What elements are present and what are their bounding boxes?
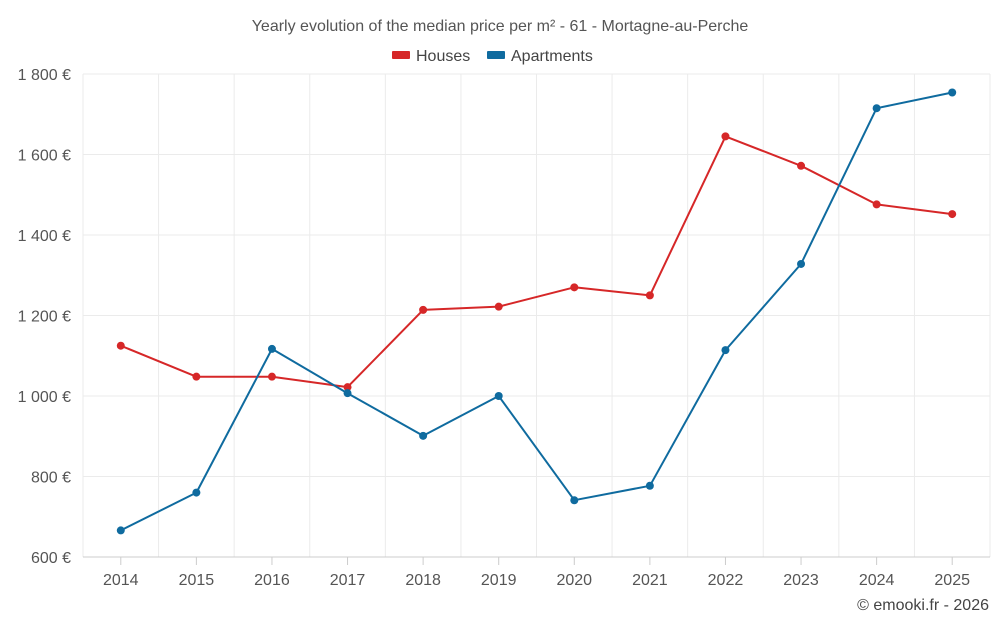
series-line-houses bbox=[119, 135, 954, 389]
x-tick-label: 2016 bbox=[254, 572, 290, 589]
y-tick-label: 1 400 € bbox=[18, 228, 71, 245]
data-point-houses[interactable] bbox=[494, 302, 503, 311]
x-axis: 2014 2015 2016 2017 2018 2019 2020 2021 2022 2023… bbox=[83, 556, 990, 589]
x-tick-label: 2024 bbox=[859, 572, 895, 589]
series-houses bbox=[116, 132, 957, 392]
data-point-apartments[interactable] bbox=[343, 389, 352, 398]
x-tick-label: 2023 bbox=[783, 572, 819, 589]
legend-item-houses[interactable]: Houses bbox=[392, 48, 470, 65]
y-tick-label: 800 € bbox=[31, 470, 71, 487]
credit-text: © emooki.fr - 2026 bbox=[857, 597, 989, 614]
series-apartments bbox=[116, 88, 957, 535]
legend-swatch-houses bbox=[392, 51, 410, 59]
data-point-houses[interactable] bbox=[721, 132, 730, 141]
data-point-houses[interactable] bbox=[797, 161, 806, 170]
legend-item-apartments[interactable]: Apartments bbox=[487, 48, 593, 65]
legend-label-apartments: Apartments bbox=[511, 48, 593, 65]
data-point-houses[interactable] bbox=[192, 372, 201, 381]
y-tick-label: 1 200 € bbox=[18, 309, 71, 326]
y-axis: 600 € 800 € 1 000 € 1 200 € 1 400 € 1 600 € 1 … bbox=[18, 67, 71, 567]
x-tick-label: 2018 bbox=[405, 572, 441, 589]
y-tick-label: 1 000 € bbox=[18, 389, 71, 406]
data-point-houses[interactable] bbox=[267, 372, 276, 381]
data-point-houses[interactable] bbox=[645, 291, 654, 300]
data-point-houses[interactable] bbox=[948, 210, 957, 219]
data-point-apartments[interactable] bbox=[192, 488, 201, 497]
data-point-houses[interactable] bbox=[872, 200, 881, 209]
legend-label-houses: Houses bbox=[416, 48, 470, 65]
data-point-apartments[interactable] bbox=[419, 431, 428, 440]
data-point-apartments[interactable] bbox=[116, 526, 125, 535]
data-point-houses[interactable] bbox=[116, 341, 125, 350]
data-point-apartments[interactable] bbox=[267, 344, 276, 353]
x-tick-label: 2022 bbox=[708, 572, 744, 589]
y-tick-label: 1 800 € bbox=[18, 67, 71, 84]
x-tick-label: 2019 bbox=[481, 572, 517, 589]
grid bbox=[82, 73, 991, 557]
data-point-apartments[interactable] bbox=[721, 346, 730, 355]
data-point-apartments[interactable] bbox=[797, 259, 806, 268]
y-tick-label: 600 € bbox=[31, 550, 71, 567]
x-tick-label: 2025 bbox=[934, 572, 970, 589]
data-point-apartments[interactable] bbox=[872, 104, 881, 113]
data-point-apartments[interactable] bbox=[948, 88, 957, 97]
data-point-houses[interactable] bbox=[343, 383, 352, 392]
data-point-houses[interactable] bbox=[570, 283, 579, 292]
data-point-apartments[interactable] bbox=[494, 392, 503, 400]
x-tick-label: 2020 bbox=[556, 572, 592, 589]
x-tick-label: 2017 bbox=[330, 572, 366, 589]
x-tick-label: 2014 bbox=[103, 572, 139, 589]
x-tick-label: 2015 bbox=[179, 572, 215, 589]
data-point-houses[interactable] bbox=[419, 305, 428, 314]
x-tick-label: 2021 bbox=[632, 572, 668, 589]
y-tick-label: 1 600 € bbox=[18, 148, 71, 165]
plot-area bbox=[116, 88, 957, 535]
chart-title: Yearly evolution of the median price per… bbox=[252, 18, 749, 35]
series-line-apartments bbox=[119, 91, 954, 532]
data-point-apartments[interactable] bbox=[645, 481, 654, 490]
data-point-apartments[interactable] bbox=[570, 496, 579, 505]
legend-swatch-apartments bbox=[487, 51, 505, 59]
chart-legend: Houses Apartments bbox=[392, 48, 593, 65]
